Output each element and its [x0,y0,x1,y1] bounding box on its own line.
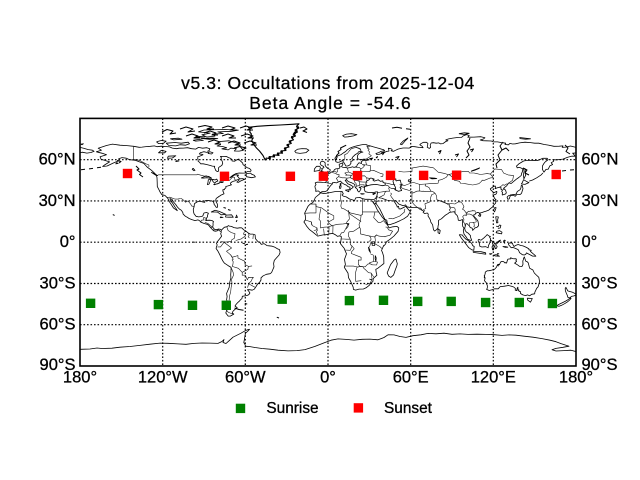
svg-text:60°W: 60°W [225,368,266,386]
svg-text:0°: 0° [60,233,76,251]
svg-text:120°W: 120°W [138,368,188,386]
svg-text:90°S: 90°S [40,356,76,374]
svg-text:60°E: 60°E [393,368,429,386]
svg-text:0°: 0° [320,368,336,386]
svg-text:30°S: 30°S [582,274,618,292]
svg-text:Sunrise: Sunrise [266,400,318,417]
svg-text:30°N: 30°N [39,192,76,210]
svg-text:30°N: 30°N [582,192,619,210]
svg-text:0°: 0° [582,233,598,251]
svg-text:180°: 180° [63,368,97,386]
svg-text:30°S: 30°S [40,274,76,292]
svg-text:90°S: 90°S [582,356,618,374]
svg-text:60°S: 60°S [40,316,76,334]
svg-text:120°E: 120°E [471,368,516,386]
svg-text:v5.3: Occultations from 2025-1: v5.3: Occultations from 2025-12-04 [181,73,475,93]
svg-text:Beta Angle = -54.6: Beta Angle = -54.6 [249,93,412,113]
svg-text:60°N: 60°N [582,151,619,169]
svg-text:180°: 180° [559,368,593,386]
svg-text:Sunset: Sunset [384,400,433,417]
svg-text:60°N: 60°N [39,151,76,169]
svg-text:60°S: 60°S [582,316,618,334]
